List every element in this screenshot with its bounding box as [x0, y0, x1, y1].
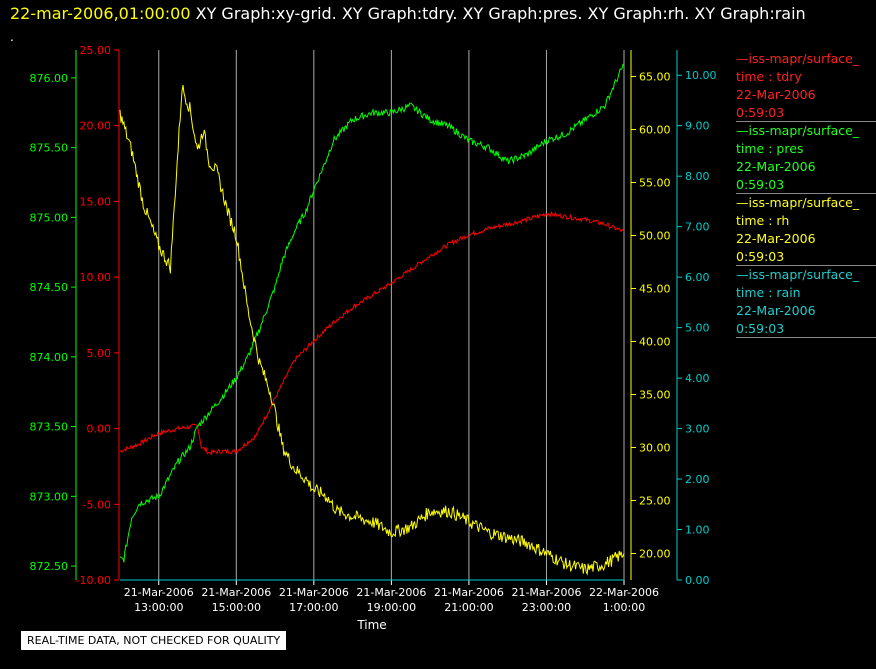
rain-tick-label: 7.00: [685, 221, 710, 234]
tdry-tick-label: 20.00: [80, 120, 112, 133]
legend-var: time : tdry: [736, 69, 802, 84]
legend-entry-2: —iss-mapr/surface_time : rh 22-Mar-2006 0:…: [736, 194, 876, 266]
x-tick-label-time: 19:00:00: [367, 601, 416, 614]
pres-series-line: [119, 63, 625, 563]
legend-entry-3: —iss-mapr/surface_time : rain 22-Mar-2006…: [736, 266, 876, 338]
tdry-tick-label: 0.00: [87, 423, 112, 436]
pres-tick-label: 875.00: [30, 211, 69, 224]
x-tick-label-date: 22-Mar-2006: [589, 586, 659, 599]
x-tick-label-time: 13:00:00: [134, 601, 183, 614]
status-dot: .: [10, 30, 14, 44]
rain-tick-label: 8.00: [685, 170, 710, 183]
x-tick-label-time: 15:00:00: [212, 601, 261, 614]
legend-date: 22-Mar-2006: [736, 303, 816, 318]
tdry-tick-label: 10.00: [80, 271, 112, 284]
pres-tick-label: 876.00: [30, 72, 69, 85]
legend-separator: [736, 121, 876, 122]
rain-tick-label: 4.00: [685, 372, 710, 385]
pres-tick-label: 873.00: [30, 490, 69, 503]
pres-tick-label: 874.00: [30, 351, 69, 364]
pres-tick-label: 875.50: [30, 142, 69, 155]
rain-tick-label: 0.00: [685, 574, 710, 587]
legend-var: time : rain: [736, 285, 801, 300]
rh-tick-label: 40.00: [639, 336, 671, 349]
rh-series-line: [119, 85, 625, 576]
rh-tick-label: 20.00: [639, 548, 671, 561]
legend-source: —iss-mapr/surface_: [736, 267, 860, 282]
legend-source: —iss-mapr/surface_: [736, 123, 860, 138]
x-tick-label-time: 1:00:00: [603, 601, 645, 614]
tdry-tick-label: 5.00: [87, 347, 112, 360]
rh-tick-label: 60.00: [639, 124, 671, 137]
rain-tick-label: 5.00: [685, 322, 710, 335]
legend-date: 22-Mar-2006: [736, 231, 816, 246]
quality-note: REAL-TIME DATA, NOT CHECKED FOR QUALITY: [20, 630, 288, 651]
legend-date: 22-Mar-2006: [736, 159, 816, 174]
tdry-tick-label: 25.00: [80, 44, 112, 57]
x-tick-label-date: 21-Mar-2006: [434, 586, 504, 599]
rh-tick-label: 65.00: [639, 71, 671, 84]
timestamp: 22-mar-2006,01:00:00: [10, 4, 191, 23]
legend-entry-1: —iss-mapr/surface_time : pres 22-Mar-2006…: [736, 122, 876, 194]
pres-tick-label: 872.50: [30, 560, 69, 573]
legend-separator: [736, 265, 876, 266]
rain-tick-label: 1.00: [685, 524, 710, 537]
legend-source: —iss-mapr/surface_: [736, 51, 860, 66]
legend-entry-0: —iss-mapr/surface_time : tdry 22-Mar-2006…: [736, 50, 876, 122]
legend-date: 22-Mar-2006: [736, 87, 816, 102]
rain-tick-label: 3.00: [685, 423, 710, 436]
tdry-tick-label: -10.00: [76, 574, 111, 587]
graph-title: 22-mar-2006,01:00:00 XY Graph:xy-grid. X…: [10, 4, 806, 23]
rh-tick-label: 35.00: [639, 389, 671, 402]
tdry-series-line: [119, 210, 625, 456]
legend-var: time : pres: [736, 141, 804, 156]
x-tick-label-date: 21-Mar-2006: [124, 586, 194, 599]
rain-tick-label: 6.00: [685, 271, 710, 284]
legend-var: time : rh: [736, 213, 790, 228]
x-tick-label-date: 21-Mar-2006: [356, 586, 426, 599]
rh-tick-label: 50.00: [639, 230, 671, 243]
rain-tick-label: 2.00: [685, 473, 710, 486]
legend-time: 0:59:03: [736, 321, 785, 336]
x-tick-label-date: 21-Mar-2006: [279, 586, 349, 599]
rain-tick-label: 9.00: [685, 120, 710, 133]
rh-tick-label: 45.00: [639, 283, 671, 296]
rh-tick-label: 55.00: [639, 177, 671, 190]
x-tick-label-time: 17:00:00: [289, 601, 338, 614]
graph-names: XY Graph:xy-grid. XY Graph:tdry. XY Grap…: [195, 4, 806, 23]
x-tick-label-time: 23:00:00: [522, 601, 571, 614]
legend-separator: [736, 337, 876, 338]
rh-tick-label: 25.00: [639, 495, 671, 508]
legend-time: 0:59:03: [736, 249, 785, 264]
x-tick-label-date: 21-Mar-2006: [511, 586, 581, 599]
x-tick-label-time: 21:00:00: [444, 601, 493, 614]
pres-tick-label: 874.50: [30, 281, 69, 294]
tdry-tick-label: -5.00: [83, 498, 111, 511]
legend-time: 0:59:03: [736, 177, 785, 192]
legend-separator: [736, 193, 876, 194]
pres-tick-label: 873.50: [30, 421, 69, 434]
x-tick-label-date: 21-Mar-2006: [201, 586, 271, 599]
rh-tick-label: 30.00: [639, 442, 671, 455]
legend-source: —iss-mapr/surface_: [736, 195, 860, 210]
tdry-tick-label: 15.00: [80, 195, 112, 208]
legend-time: 0:59:03: [736, 105, 785, 120]
rain-tick-label: 10.00: [685, 69, 717, 82]
x-axis-title: Time: [356, 618, 386, 632]
